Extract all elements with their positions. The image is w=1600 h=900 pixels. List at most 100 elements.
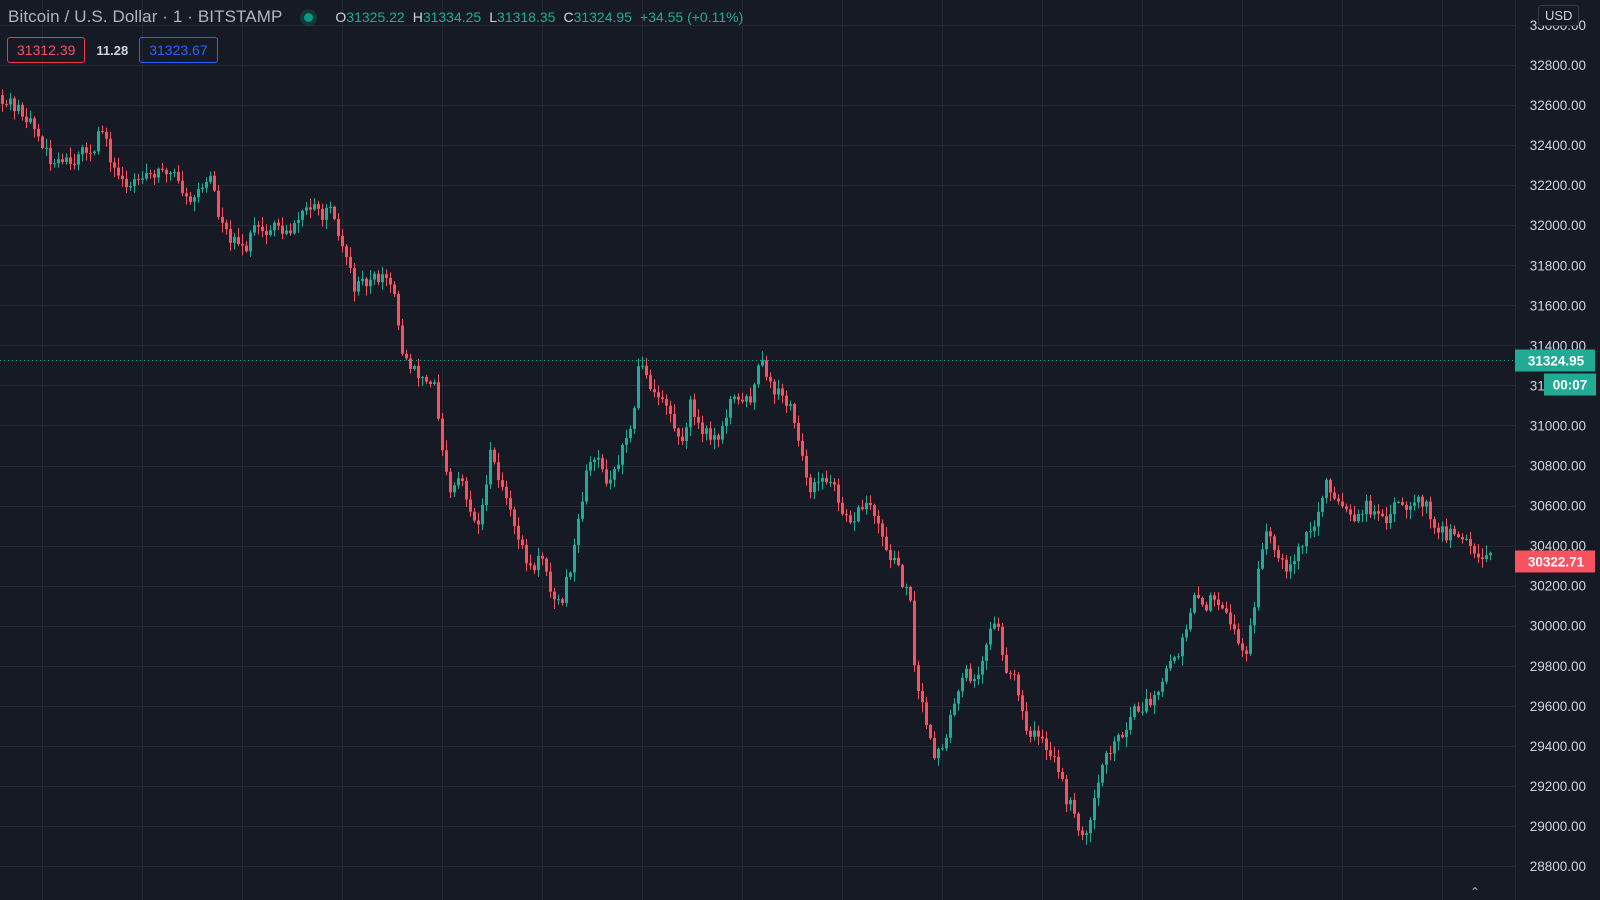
candle-body bbox=[77, 154, 80, 165]
candle-body bbox=[1337, 498, 1340, 502]
candle-body bbox=[1317, 511, 1320, 527]
candle-body bbox=[937, 748, 940, 759]
candle-body bbox=[1, 95, 4, 105]
candle-body bbox=[985, 644, 988, 661]
candle-body bbox=[509, 498, 512, 510]
candle-body bbox=[1489, 552, 1492, 556]
ohlc-high-value: 31334.25 bbox=[422, 9, 482, 25]
candle-body bbox=[933, 738, 936, 759]
candle-body bbox=[1309, 531, 1312, 533]
candle-body bbox=[1225, 608, 1228, 613]
candle-body bbox=[705, 428, 708, 434]
candle-body bbox=[641, 365, 644, 367]
candle-body bbox=[1105, 753, 1108, 765]
candle-body bbox=[965, 668, 968, 678]
candle-body bbox=[245, 245, 248, 252]
price-tick-label: 32600.00 bbox=[1530, 98, 1586, 113]
candle-body bbox=[1385, 516, 1388, 524]
candle-body bbox=[1153, 695, 1156, 706]
candle-body bbox=[1189, 612, 1192, 630]
currency-button[interactable]: USD bbox=[1538, 5, 1580, 26]
candle-body bbox=[221, 216, 224, 223]
candle-body bbox=[1313, 526, 1316, 532]
candle-body bbox=[989, 628, 992, 645]
candle-body bbox=[945, 737, 948, 749]
ohlc-low-value: 31318.35 bbox=[497, 9, 556, 25]
candle-body bbox=[781, 388, 784, 396]
candle-body bbox=[745, 396, 748, 402]
candle-body bbox=[41, 136, 44, 149]
candle-body bbox=[1405, 504, 1408, 510]
candle-body bbox=[1453, 528, 1456, 535]
candle-body bbox=[1013, 673, 1016, 675]
price-tick-label: 28800.00 bbox=[1530, 859, 1586, 874]
sell-button[interactable]: 31312.39 bbox=[7, 37, 86, 63]
candle-body bbox=[809, 477, 812, 493]
ohlc-close-label: C bbox=[563, 9, 574, 25]
candle-body bbox=[1393, 502, 1396, 515]
candle-body bbox=[825, 478, 828, 483]
candle-body bbox=[1485, 555, 1488, 559]
candle-body bbox=[1425, 501, 1428, 507]
price-tick-label: 32200.00 bbox=[1530, 178, 1586, 193]
candle-body bbox=[1061, 772, 1064, 779]
candle-body bbox=[1217, 599, 1220, 606]
candle-body bbox=[609, 479, 612, 484]
candle-body bbox=[1333, 492, 1336, 499]
candle-body bbox=[1357, 514, 1360, 522]
candle-body bbox=[1265, 531, 1268, 550]
candle-body bbox=[1001, 626, 1004, 655]
candle-body bbox=[957, 691, 960, 704]
candle-body bbox=[489, 449, 492, 485]
price-tick-label: 32400.00 bbox=[1530, 138, 1586, 153]
candle-body bbox=[309, 207, 312, 210]
symbol-title[interactable]: Bitcoin / U.S. Dollar · 1 · BITSTAMP bbox=[8, 7, 283, 26]
candle-body bbox=[901, 565, 904, 588]
candle-body bbox=[325, 207, 328, 220]
candle-body bbox=[321, 208, 324, 220]
candle-body bbox=[1193, 594, 1196, 613]
candle-body bbox=[133, 179, 136, 186]
candle-body bbox=[253, 225, 256, 233]
candle-body bbox=[605, 469, 608, 484]
scroll-to-realtime-icon[interactable]: ⌃ bbox=[1470, 885, 1481, 899]
candle-body bbox=[737, 396, 740, 400]
candle-body bbox=[973, 679, 976, 682]
candle-body bbox=[897, 557, 900, 566]
candle-body bbox=[1065, 778, 1068, 805]
candle-body bbox=[777, 388, 780, 395]
candle-body bbox=[269, 230, 272, 235]
buy-button[interactable]: 31323.67 bbox=[139, 37, 218, 63]
candle-body bbox=[101, 131, 104, 133]
candle-body bbox=[1085, 833, 1088, 835]
candle-body bbox=[293, 223, 296, 234]
price-scale[interactable]: 33000.0032800.0032600.0032400.0032200.00… bbox=[1515, 0, 1600, 900]
candle-body bbox=[541, 555, 544, 559]
candle-body bbox=[869, 502, 872, 506]
candle-body bbox=[1205, 604, 1208, 611]
candle-body bbox=[585, 470, 588, 502]
candle-body bbox=[61, 159, 64, 162]
candle-body bbox=[1477, 553, 1480, 558]
candle-body bbox=[829, 481, 832, 483]
candle-body bbox=[437, 382, 440, 419]
candle-body bbox=[473, 511, 476, 521]
candle-body bbox=[117, 167, 120, 176]
candle-body bbox=[1429, 501, 1432, 520]
candle-body bbox=[909, 587, 912, 601]
candle-body bbox=[949, 714, 952, 738]
candle-body bbox=[301, 210, 304, 220]
candle-body bbox=[1005, 654, 1008, 673]
candle-body bbox=[397, 293, 400, 326]
candle-body bbox=[129, 185, 132, 188]
candle-body bbox=[529, 563, 532, 566]
candle-body bbox=[905, 587, 908, 589]
candle-body bbox=[453, 485, 456, 493]
candle-body bbox=[677, 428, 680, 437]
candle-body bbox=[1325, 479, 1328, 498]
candle-body bbox=[1321, 497, 1324, 512]
candle-body bbox=[1421, 496, 1424, 507]
candle-body bbox=[1461, 537, 1464, 540]
candle-body bbox=[1289, 564, 1292, 572]
